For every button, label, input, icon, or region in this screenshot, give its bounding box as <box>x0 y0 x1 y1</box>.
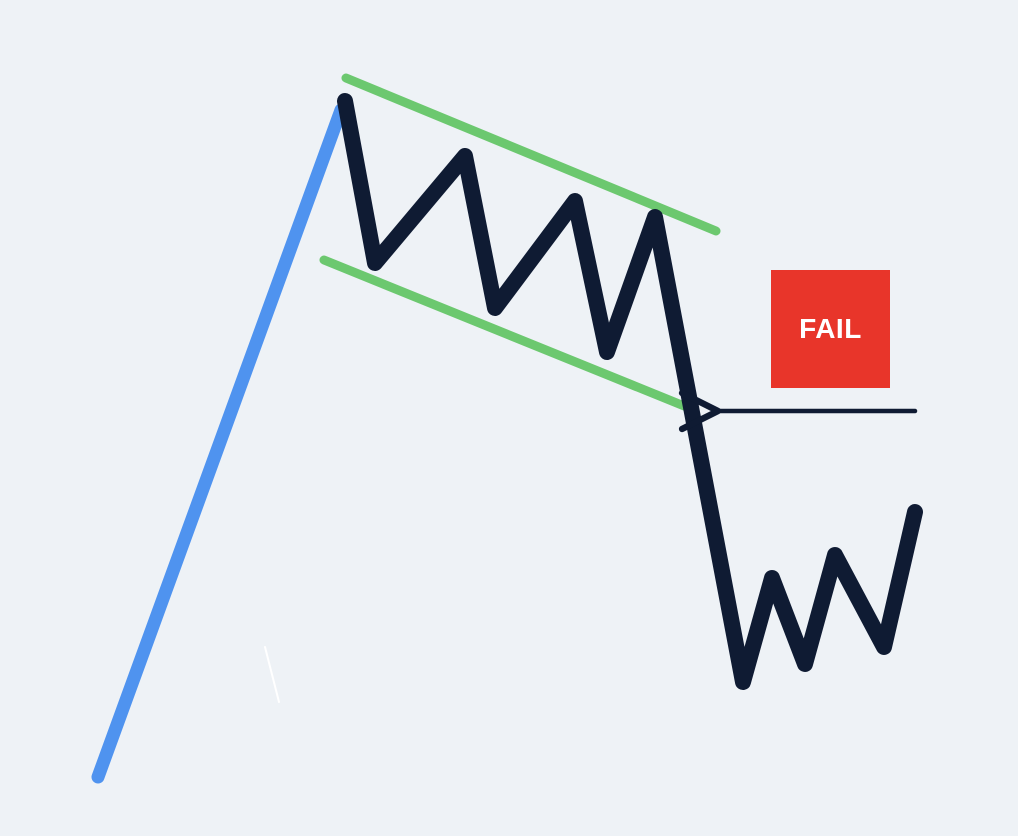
fail-badge: FAIL <box>771 270 890 388</box>
channel-lower-line <box>319 255 699 415</box>
flag-pole-line <box>91 103 348 784</box>
price-path-line <box>337 93 923 690</box>
fail-badge-box <box>771 270 890 388</box>
faint-mark <box>264 646 280 703</box>
channel-upper-line <box>341 73 721 236</box>
fail-badge-label: FAIL <box>799 313 862 344</box>
